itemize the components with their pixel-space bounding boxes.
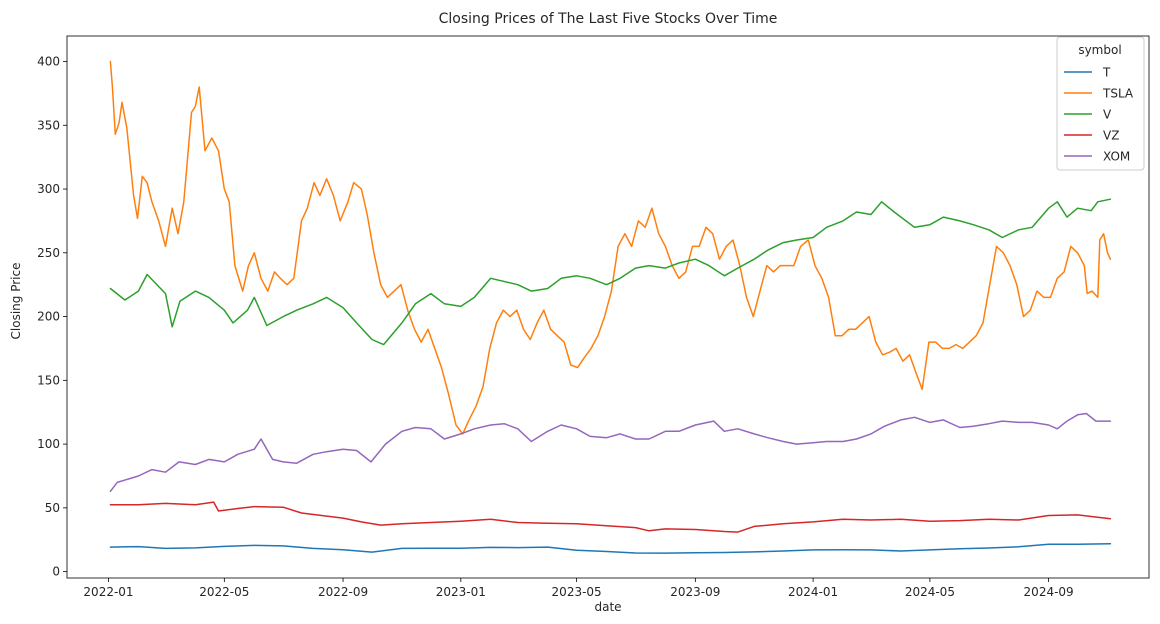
x-tick-label: 2024-01 [788,585,838,599]
series-line-xom [109,412,1112,493]
legend-label-t: T [1102,66,1111,80]
x-tick-label: 2023-09 [670,585,720,599]
series-line-vz [109,501,1112,533]
x-tick-label: 2023-01 [436,585,486,599]
x-tick-label: 2022-05 [199,585,249,599]
y-tick-label: 350 [37,118,60,132]
series-line-tsla [109,60,1112,435]
series-line-t [109,543,1112,554]
legend-label-v: V [1103,108,1112,122]
y-tick-label: 100 [37,437,60,451]
legend: symbol T TSLA V VZ XOM [1056,36,1145,171]
legend-box [1056,36,1145,171]
y-axis-title: Closing Price [9,263,23,340]
legend-label-xom: XOM [1103,150,1130,164]
x-tick-label: 2022-01 [83,585,133,599]
x-axis-title: date [594,600,621,614]
y-tick-label: 50 [45,501,60,515]
y-axis: 0 50 100 150 200 250 300 350 400 [37,55,67,579]
y-tick-label: 200 [37,310,60,324]
x-tick-label: 2023-05 [552,585,602,599]
x-tick-label: 2024-09 [1024,585,1074,599]
series-lines [109,60,1112,554]
plot-area-frame [66,35,1150,579]
y-tick-label: 300 [37,182,60,196]
legend-label-tsla: TSLA [1102,87,1134,101]
x-axis: 2022-01 2022-05 2022-09 2023-01 2023-05 2023-… [83,578,1074,599]
legend-title: symbol [1078,43,1121,57]
x-tick-label: 2024-05 [905,585,955,599]
y-tick-label: 400 [37,55,60,69]
chart-title: Closing Prices of The Last Five Stocks O… [439,11,778,27]
legend-label-vz: VZ [1103,129,1119,143]
y-tick-label: 0 [52,565,60,579]
x-tick-label: 2022-09 [318,585,368,599]
y-tick-label: 150 [37,373,60,387]
series-line-v [109,198,1112,346]
y-tick-label: 250 [37,246,60,260]
